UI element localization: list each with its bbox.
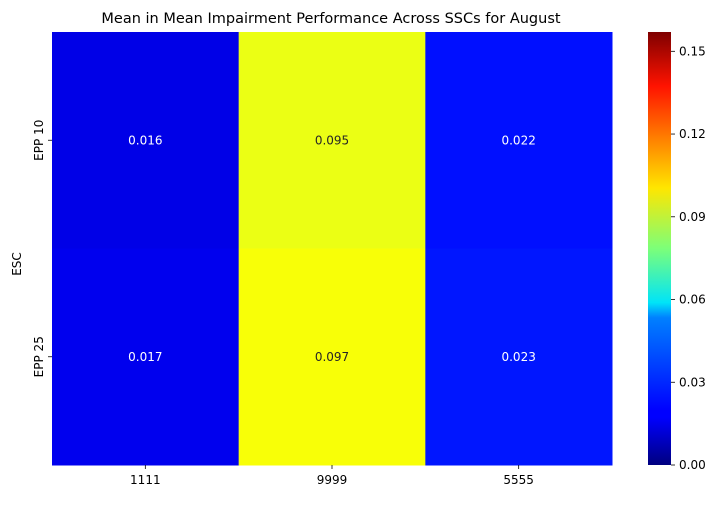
colorbar-tick-label: 0.15 — [679, 44, 706, 58]
colorbar-tick-label: 0.06 — [679, 293, 706, 307]
heatmap-cell — [238, 32, 426, 249]
heatmap-cell — [238, 248, 426, 466]
x-tick-label: 9999 — [317, 473, 348, 487]
y-tick-label: EPP 25 — [32, 336, 46, 377]
x-tick-label: 5555 — [503, 473, 534, 487]
y-tick-label: EPP 10 — [32, 120, 46, 161]
cell-value-label: 0.022 — [501, 133, 535, 147]
cell-value-label: 0.097 — [315, 350, 349, 364]
y-axis-label: ESC — [10, 252, 24, 276]
cell-value-label: 0.095 — [315, 133, 349, 147]
cell-value-label: 0.023 — [501, 350, 535, 364]
heatmap-cell — [52, 248, 240, 466]
heatmap-cell-labels: 0.016 0.095 0.022 0.017 0.097 0.023 — [128, 133, 536, 364]
heatmap-cell — [52, 32, 240, 249]
cell-value-label: 0.016 — [128, 133, 162, 147]
cell-value-label: 0.017 — [128, 350, 162, 364]
heatmap-cell — [425, 248, 613, 466]
x-axis: 1111 9999 5555 — [130, 465, 534, 487]
colorbar-ticks: 0.00 0.03 0.06 0.09 0.12 0.15 — [671, 44, 706, 472]
chart-title: Mean in Mean Impairment Performance Acro… — [101, 11, 560, 27]
colorbar-tick-label: 0.09 — [679, 210, 706, 224]
heatmap-cell — [425, 32, 613, 249]
colorbar-tick-label: 0.12 — [679, 127, 706, 141]
y-axis: EPP 10 EPP 25 — [32, 120, 52, 377]
x-tick-label: 1111 — [130, 473, 161, 487]
heatmap-cells — [52, 32, 613, 466]
colorbar-tick-label: 0.03 — [679, 375, 706, 389]
colorbar — [648, 32, 671, 465]
colorbar-tick-label: 0.00 — [679, 458, 706, 472]
